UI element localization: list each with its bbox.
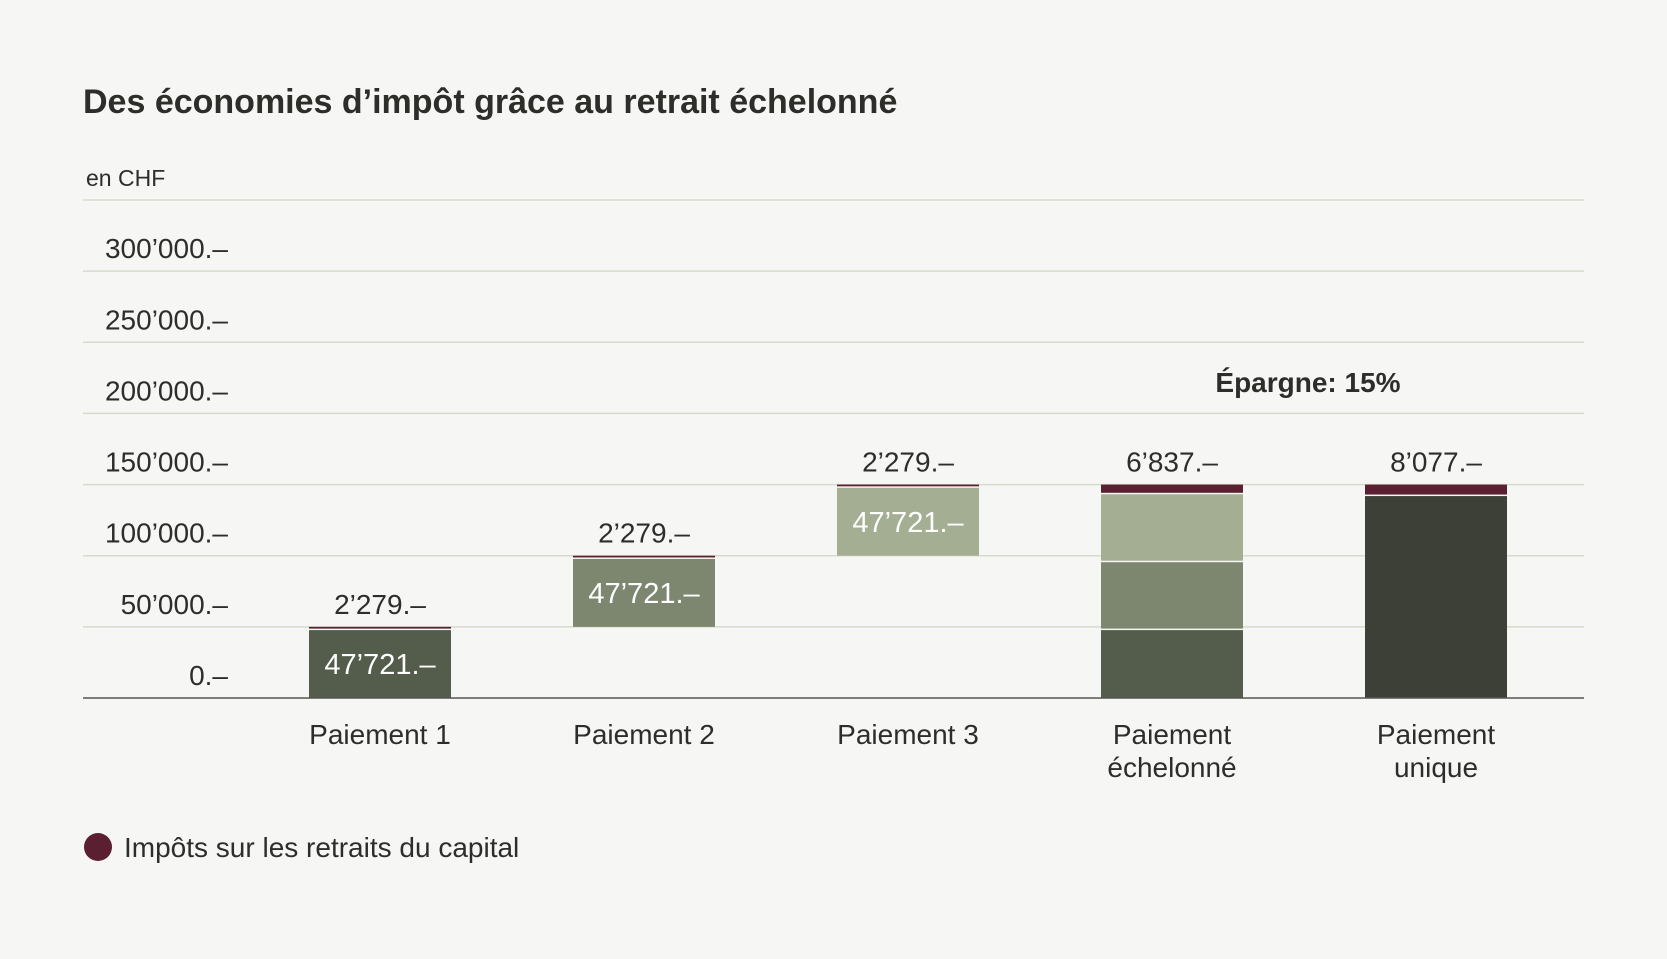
- y-tick-label: 200’000.–: [105, 375, 228, 406]
- category-label: Paiement échelonné: [1107, 719, 1236, 783]
- y-tick-label: 100’000.–: [105, 518, 228, 549]
- category-label: Paiement 2: [573, 719, 715, 750]
- bar-segment-tax: [1101, 484, 1243, 493]
- bar-segment-tax: [1365, 484, 1507, 495]
- bars: [83, 484, 1584, 699]
- y-tick-label: 150’000.–: [105, 447, 228, 478]
- grid-lines: [83, 199, 1584, 628]
- category-label: Paiement 1: [309, 719, 451, 750]
- tax-value-label: 2’279.–: [862, 447, 954, 478]
- bar-segment: [1101, 630, 1243, 698]
- legend: Impôts sur les retraits du capital: [84, 832, 519, 863]
- chart-title: Des économies d’impôt grâce au retrait é…: [83, 83, 897, 121]
- bar-segment: [573, 558, 715, 627]
- legend-swatch-tax: [84, 833, 112, 861]
- bar-segment-tax: [573, 555, 715, 558]
- y-tick-labels: 0.– 50’000.– 100’000.– 150’000.– 200’000.– 25…: [105, 233, 228, 691]
- y-tick-label: 50’000.–: [121, 589, 229, 620]
- bar-value-label: 47’721.–: [324, 649, 436, 681]
- tax-value-label: 2’279.–: [598, 518, 690, 549]
- y-tick-label: 0.–: [189, 660, 228, 691]
- data-labels: 47’721.– 2’279.– 47’721.– 2’279.– 47’721.– 2’…: [324, 447, 1482, 681]
- tax-value-label: 2’279.–: [334, 589, 426, 620]
- tax-value-label: 8’077.–: [1390, 447, 1482, 478]
- bar-segment-tax: [309, 626, 451, 629]
- category-labels: Paiement 1 Paiement 2 Paiement 3 Paiement éc…: [309, 719, 1495, 783]
- bar-value-label: 47’721.–: [852, 507, 964, 539]
- y-unit-label: en CHF: [86, 165, 165, 191]
- legend-label-tax: Impôts sur les retraits du capital: [124, 832, 519, 863]
- bar-value-label: 47’721.–: [588, 578, 700, 610]
- tax-value-label: 6’837.–: [1126, 447, 1218, 478]
- y-tick-label: 250’000.–: [105, 304, 228, 335]
- bar-segment: [1101, 562, 1243, 629]
- bar-segment-tax: [837, 484, 979, 487]
- savings-annotation: Épargne: 15%: [1215, 367, 1400, 398]
- bar-segment: [1101, 494, 1243, 561]
- category-label: Paiement 3: [837, 719, 979, 750]
- bar-segment: [1365, 496, 1507, 698]
- category-label: Paiement unique: [1377, 719, 1496, 783]
- bar-segment: [837, 487, 979, 556]
- y-tick-label: 300’000.–: [105, 233, 228, 264]
- bar-segment: [309, 630, 451, 698]
